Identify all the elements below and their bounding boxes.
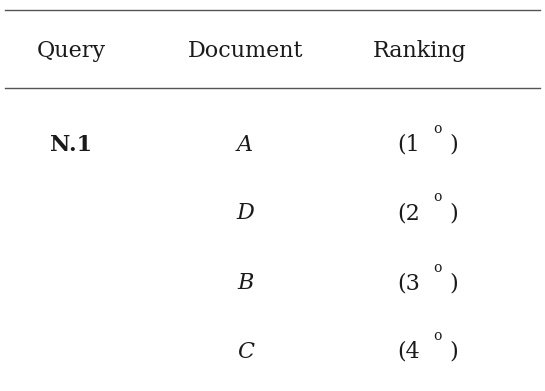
Text: o: o	[433, 261, 441, 275]
Text: Ranking: Ranking	[373, 40, 467, 62]
Text: (4: (4	[397, 341, 420, 363]
Text: Query: Query	[37, 40, 105, 62]
Text: B: B	[237, 273, 253, 294]
Text: ): )	[450, 273, 458, 294]
Text: N.1: N.1	[50, 134, 92, 156]
Text: Document: Document	[187, 40, 303, 62]
Text: o: o	[433, 122, 441, 136]
Text: (2: (2	[397, 202, 420, 224]
Text: o: o	[433, 329, 441, 343]
Text: (1: (1	[397, 134, 420, 156]
Text: A: A	[237, 134, 253, 156]
Text: ): )	[450, 202, 458, 224]
Text: C: C	[237, 341, 254, 363]
Text: ): )	[450, 341, 458, 363]
Text: (3: (3	[397, 273, 420, 294]
Text: o: o	[433, 190, 441, 204]
Text: ): )	[450, 134, 458, 156]
Text: D: D	[237, 202, 254, 224]
